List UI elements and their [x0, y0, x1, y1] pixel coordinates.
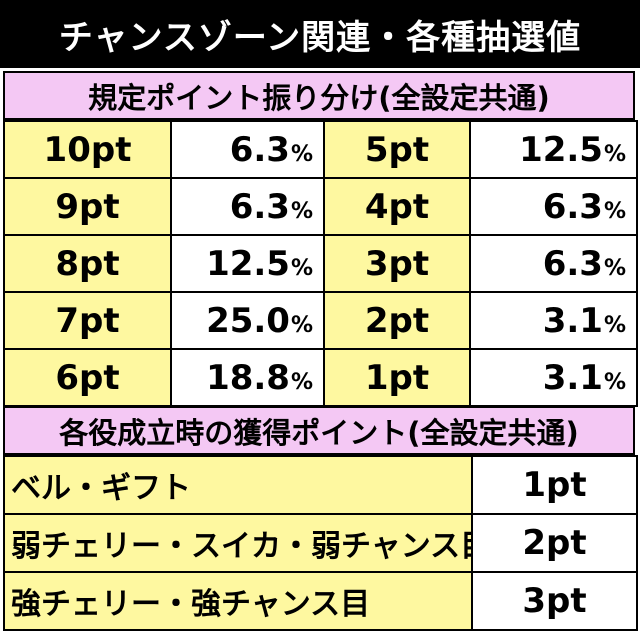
- table-row: 9pt 6.3% 4pt 6.3%: [3, 177, 638, 236]
- point-label: 2pt: [323, 291, 471, 350]
- table-row: ベル・ギフト 1pt: [3, 455, 638, 515]
- percentage-value: 6.3: [229, 129, 290, 170]
- percent-sign: %: [603, 255, 626, 281]
- percentage-cell: 6.3%: [170, 177, 325, 236]
- point-label: 5pt: [323, 120, 471, 179]
- point-distribution-heading: 規定ポイント振り分け(全設定共通): [3, 71, 635, 120]
- percentage-value: 12.5: [206, 243, 290, 284]
- table-row: 6pt 18.8% 1pt 3.1%: [3, 348, 638, 407]
- percentage-value: 6.3: [229, 186, 290, 227]
- point-label: 8pt: [3, 234, 172, 293]
- percentage-value: 6.3: [542, 243, 603, 284]
- percentage-cell: 3.1%: [469, 348, 638, 407]
- percent-sign: %: [603, 312, 626, 338]
- role-name: 弱チェリー・スイカ・弱チャンス目: [3, 513, 473, 573]
- percent-sign: %: [290, 312, 313, 338]
- point-label: 10pt: [3, 120, 172, 179]
- point-label: 6pt: [3, 348, 172, 407]
- page-title: チャンスゾーン関連・各種抽選値: [0, 0, 640, 68]
- table-row: 弱チェリー・スイカ・弱チャンス目 2pt: [3, 513, 638, 573]
- percentage-value: 3.1: [542, 300, 603, 341]
- percentage-cell: 25.0%: [170, 291, 325, 350]
- point-label: 9pt: [3, 177, 172, 236]
- percentage-value: 3.1: [542, 357, 603, 398]
- percentage-value: 25.0: [206, 300, 290, 341]
- role-points-heading: 各役成立時の獲得ポイント(全設定共通): [3, 406, 635, 455]
- percentage-cell: 12.5%: [170, 234, 325, 293]
- table-row: 7pt 25.0% 2pt 3.1%: [3, 291, 638, 350]
- percentage-value: 18.8: [206, 357, 290, 398]
- role-name: 強チェリー・強チャンス目: [3, 571, 473, 631]
- role-name: ベル・ギフト: [3, 455, 473, 515]
- point-label: 7pt: [3, 291, 172, 350]
- percent-sign: %: [290, 369, 313, 395]
- percent-sign: %: [603, 369, 626, 395]
- percent-sign: %: [290, 141, 313, 167]
- percentage-value: 6.3: [542, 186, 603, 227]
- point-distribution-table: 10pt 6.3% 5pt 12.5% 9pt 6.3% 4pt 6.3% 8p…: [3, 120, 638, 407]
- role-points: 1pt: [471, 455, 638, 515]
- role-points-table: ベル・ギフト 1pt 弱チェリー・スイカ・弱チャンス目 2pt 強チェリー・強チ…: [3, 455, 638, 631]
- percentage-value: 12.5: [519, 129, 603, 170]
- role-points: 2pt: [471, 513, 638, 573]
- percentage-cell: 6.3%: [469, 177, 638, 236]
- percent-sign: %: [603, 198, 626, 224]
- percent-sign: %: [290, 255, 313, 281]
- percentage-cell: 6.3%: [170, 120, 325, 179]
- percentage-cell: 3.1%: [469, 291, 638, 350]
- percentage-cell: 6.3%: [469, 234, 638, 293]
- table-row: 10pt 6.3% 5pt 12.5%: [3, 120, 638, 179]
- table-row: 8pt 12.5% 3pt 6.3%: [3, 234, 638, 293]
- percent-sign: %: [603, 141, 626, 167]
- percentage-cell: 12.5%: [469, 120, 638, 179]
- percent-sign: %: [290, 198, 313, 224]
- role-points: 3pt: [471, 571, 638, 631]
- point-label: 3pt: [323, 234, 471, 293]
- point-label: 1pt: [323, 348, 471, 407]
- point-label: 4pt: [323, 177, 471, 236]
- table-row: 強チェリー・強チャンス目 3pt: [3, 571, 638, 631]
- percentage-cell: 18.8%: [170, 348, 325, 407]
